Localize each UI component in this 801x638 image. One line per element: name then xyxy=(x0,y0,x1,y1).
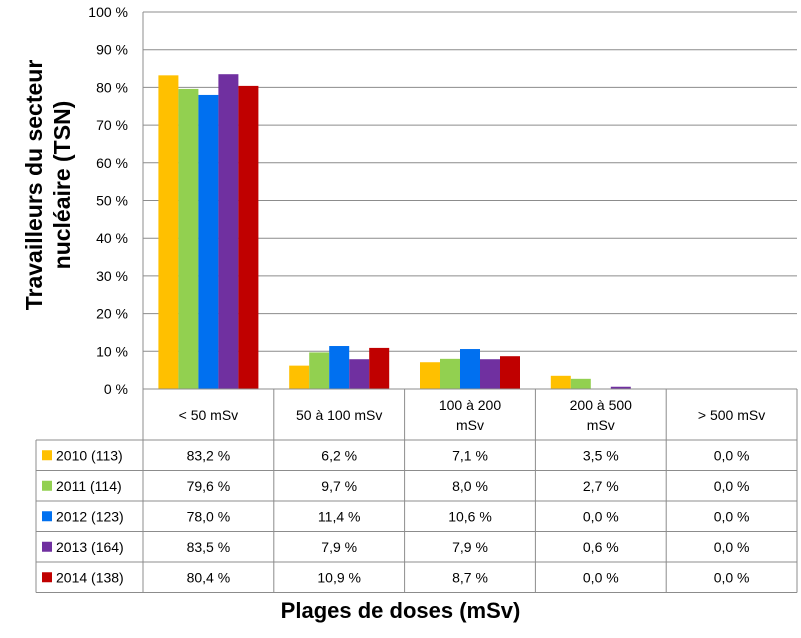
y-tick-label: 30 % xyxy=(96,268,128,284)
data-label: 8,7 % xyxy=(452,569,488,585)
data-label: 6,2 % xyxy=(321,447,357,463)
data-label: 3,5 % xyxy=(583,447,619,463)
bar xyxy=(610,386,631,389)
bar xyxy=(480,359,500,389)
x-tick-label: > 500 mSv xyxy=(698,407,765,423)
bar xyxy=(369,347,390,389)
data-label: 9,7 % xyxy=(321,478,357,494)
y-tick-label: 80 % xyxy=(96,79,128,95)
bars xyxy=(158,74,631,390)
x-tick-label: mSv xyxy=(587,417,615,433)
data-label: 11,4 % xyxy=(318,508,361,524)
bar xyxy=(198,94,219,389)
legend-key xyxy=(42,511,52,522)
data-label: 0,0 % xyxy=(583,569,619,585)
x-tick-label: 100 à 200 xyxy=(439,397,501,413)
legend-key xyxy=(42,572,52,583)
bar xyxy=(570,378,591,389)
data-label: 0,0 % xyxy=(714,539,750,555)
bar xyxy=(178,88,199,390)
data-label: 7,9 % xyxy=(452,539,488,555)
bar xyxy=(420,362,440,389)
bar xyxy=(309,352,330,389)
data-label: 10,9 % xyxy=(317,569,361,585)
bar xyxy=(440,358,460,389)
legend-label: 2012 (123) xyxy=(56,508,124,524)
y-tick-label: 60 % xyxy=(96,155,128,171)
data-table: < 50 mSv 50 à 100 mSv 100 à 200 mSv 200 à 50… xyxy=(35,388,798,593)
x-axis-title: Plages de doses (mSv) xyxy=(280,598,521,623)
data-label: 79,6 % xyxy=(187,478,231,494)
legend-label: 2014 (138) xyxy=(56,569,124,585)
y-tick-label: 0 % xyxy=(104,381,128,397)
legend-label: 2011 (114) xyxy=(56,478,122,494)
x-tick-label: < 50 mSv xyxy=(179,407,239,423)
legend-key xyxy=(42,480,52,491)
data-label: 83,2 % xyxy=(187,447,231,463)
bar xyxy=(218,74,239,389)
bar xyxy=(460,349,480,389)
data-label: 8,0 % xyxy=(452,478,488,494)
data-label: 0,6 % xyxy=(583,539,619,555)
legend-key xyxy=(42,541,52,552)
legend-label: 2013 (164) xyxy=(56,539,124,555)
data-label: 80,4 % xyxy=(187,569,231,585)
bar xyxy=(550,375,571,389)
y-tick-label: 70 % xyxy=(96,117,128,133)
x-tick-label: mSv xyxy=(456,417,484,433)
bar xyxy=(289,365,310,389)
data-label: 0,0 % xyxy=(714,478,750,494)
y-tick-label: 90 % xyxy=(96,42,128,58)
bar xyxy=(349,359,370,389)
data-label: 0,0 % xyxy=(714,569,750,585)
bar xyxy=(158,75,179,389)
legend-label: 2010 (113) xyxy=(56,447,123,463)
y-tick-label: 20 % xyxy=(96,306,128,322)
y-tick-label: 50 % xyxy=(96,193,128,209)
y-tick-labels: 0 % 10 % 20 % 30 % 40 % 50 % 60 % 70 % 80 % 90 % 1… xyxy=(88,4,128,397)
bar xyxy=(329,346,350,389)
data-label: 0,0 % xyxy=(714,508,750,524)
x-tick-label: 50 à 100 mSv xyxy=(296,407,382,423)
y-tick-label: 100 % xyxy=(88,4,128,20)
bar xyxy=(500,356,520,389)
x-tick-label: 200 à 500 xyxy=(570,397,632,413)
data-label: 0,0 % xyxy=(583,508,619,524)
y-tick-label: 40 % xyxy=(96,230,128,246)
legend-key xyxy=(42,450,52,461)
data-label: 7,1 % xyxy=(452,447,488,463)
data-label: 0,0 % xyxy=(714,447,750,463)
data-label: 10,6 % xyxy=(448,508,492,524)
data-label: 78,0 % xyxy=(187,508,231,524)
bar xyxy=(238,85,259,389)
data-label: 7,9 % xyxy=(321,539,357,555)
data-label: 83,5 % xyxy=(187,539,231,555)
data-label: 2,7 % xyxy=(583,478,619,494)
y-tick-label: 10 % xyxy=(96,343,128,359)
